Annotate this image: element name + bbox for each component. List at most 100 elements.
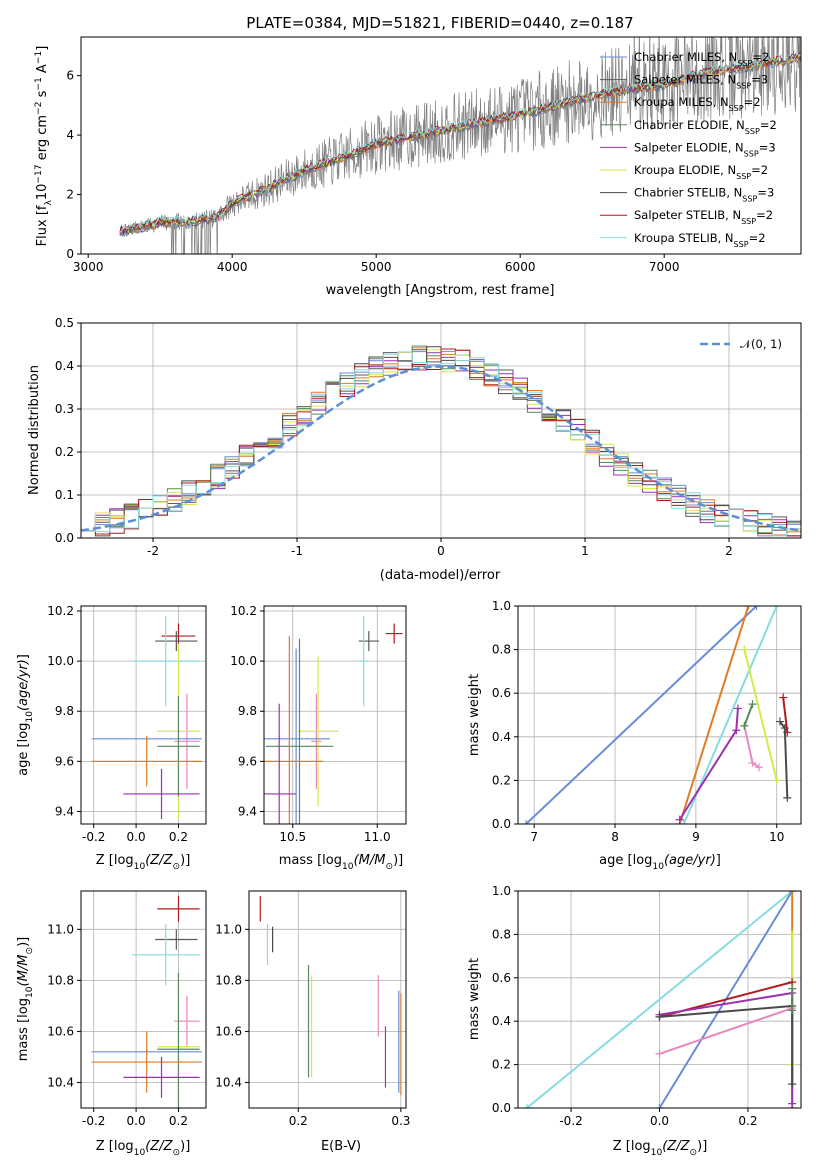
- label-part: ]: [16, 654, 31, 659]
- weight-marker: [655, 1104, 664, 1108]
- y-axis-label: mass weight: [467, 674, 482, 756]
- label-part: Z [: [96, 1139, 114, 1154]
- weight-marker: [675, 815, 684, 824]
- axis-frame: -0.2 0.0 0.29.49.69.810.010.2Z [log10(Z/Z⊙…: [16, 604, 207, 872]
- label-part: )]: [393, 853, 403, 868]
- label-part: 10: [134, 1148, 146, 1158]
- x-tick-label: 0.0: [127, 1114, 146, 1128]
- x-tick-label: 9: [692, 830, 700, 844]
- label-part: =2: [752, 50, 769, 64]
- label-part: 10: [25, 986, 35, 998]
- label-part: SSP: [737, 59, 752, 68]
- label-part: age [: [599, 853, 632, 868]
- x-tick-label: 0: [437, 544, 445, 558]
- label-part: 10: [342, 862, 354, 872]
- label-part: SSP: [745, 126, 760, 135]
- y-tick-label: 0.3: [55, 402, 74, 416]
- x-tick-label: 10.5: [279, 830, 306, 844]
- legend-label: Kroupa STELIB, NSSP=2: [634, 231, 766, 249]
- label-part: (Z/Z: [662, 1139, 690, 1154]
- label-part: s: [35, 90, 50, 101]
- y-tick-label: 10.6: [47, 1024, 74, 1038]
- plot-area: [119, 37, 801, 254]
- axis-spines: [263, 605, 407, 825]
- label-part: (age/yr): [16, 659, 31, 711]
- y-tick-label: 0.2: [492, 773, 511, 787]
- x-tick-label: -0.2: [82, 830, 105, 844]
- weight-line: [743, 649, 778, 781]
- label-part: log: [16, 723, 31, 743]
- label-part: A: [35, 64, 50, 77]
- x-tick-label: 8: [611, 830, 619, 844]
- weight-marker: [788, 1080, 797, 1089]
- plot-area: [522, 891, 797, 1108]
- y-tick-label: 1.0: [492, 884, 511, 898]
- y-tick-label: 0.6: [492, 971, 511, 985]
- axis-frame: 0.2 0.3 10.4 10.6 10.8 11.0 E(B-V): [215, 890, 410, 1154]
- legend-label: Salpeter ELODIE, NSSP=3: [634, 140, 776, 158]
- y-axis-label: mass [log10(M/M⊙)]: [16, 937, 35, 1061]
- legend-label: Salpeter MILES, NSSP=3: [634, 73, 768, 91]
- y-tick-label: 10.4: [215, 1075, 242, 1089]
- x-axis-label: mass [log10(M/M⊙)]: [279, 853, 403, 872]
- label-part: Z [: [96, 853, 114, 868]
- x-axis-label: Z [log10(Z/Z⊙)]: [96, 853, 191, 872]
- model-line: [119, 53, 801, 233]
- label-part: (age/yr): [664, 853, 716, 868]
- label-part: −1: [34, 51, 44, 64]
- axis-spines: [248, 890, 407, 1109]
- x-tick-label: 11.0: [364, 830, 391, 844]
- axes-z-weight: -0.2 0.0 0.2 0.0 0.2 0.4 0.6 0.8 1.0 Z [log10(Z/Z…: [467, 884, 802, 1158]
- weight-marker: [740, 721, 749, 730]
- weight-marker: [788, 1099, 797, 1108]
- weight-line: [743, 725, 760, 769]
- x-tick-label: 0.0: [650, 1114, 669, 1128]
- y-axis-label: age [log10(age/yr)]: [16, 654, 35, 776]
- label-part: 10: [134, 862, 146, 872]
- label-part: log: [322, 853, 342, 868]
- label-part: SSP: [744, 149, 759, 158]
- label-part: =2: [749, 231, 766, 245]
- label-part: 10: [652, 862, 664, 872]
- label-part: ]: [35, 46, 50, 51]
- weight-marker: [772, 606, 781, 610]
- y-tick-label: 10.8: [215, 973, 242, 987]
- x-tick-label: 6000: [505, 260, 536, 274]
- label-part: ⊙: [173, 862, 181, 872]
- x-tick-label: 7000: [649, 260, 680, 274]
- weight-marker: [748, 758, 757, 767]
- legend-label: Salpeter STELIB, NSSP=2: [634, 208, 773, 226]
- y-tick-label: 9.8: [238, 704, 257, 718]
- label-part: log: [114, 853, 134, 868]
- y-tick-label: 0.2: [492, 1058, 511, 1072]
- legend-label: Chabrier ELODIE, NSSP=2: [634, 118, 777, 136]
- y-axis-label: Flux [fλ10−17 erg cm−2 s−1 A−1]: [34, 46, 54, 247]
- gaussian-curve: [81, 365, 801, 532]
- axis-spines: [80, 36, 802, 255]
- label-part: mass [: [279, 853, 322, 868]
- weight-marker: [780, 724, 789, 733]
- label-part: Kroupa MILES, N: [634, 95, 729, 109]
- axis-spines: [80, 605, 207, 825]
- x-tick-label: 3000: [73, 260, 104, 274]
- y-tick-label: 0.4: [492, 1014, 511, 1028]
- axis-spines: [517, 605, 802, 825]
- weight-marker: [772, 776, 781, 785]
- model-line: [119, 52, 801, 234]
- y-tick-label: 0.0: [55, 531, 74, 545]
- label-part: log: [16, 998, 31, 1018]
- x-axis-label: E(B-V): [321, 1139, 361, 1154]
- label-part: ⊙: [173, 1148, 181, 1158]
- label-part: )]: [697, 1139, 707, 1154]
- chart-title: PLATE=0384, MJD=51821, FIBERID=0440, z=0…: [246, 14, 633, 32]
- label-part: mass [: [16, 1018, 31, 1061]
- x-axis-label: (data-model)/error: [380, 568, 501, 583]
- x-axis-label: Z [log10(Z/Z⊙)]: [96, 1139, 191, 1158]
- x-tick-label: 1: [581, 544, 589, 558]
- weight-marker: [779, 693, 788, 702]
- x-tick-label: 0.0: [127, 830, 146, 844]
- x-tick-label: 2: [725, 544, 733, 558]
- label-part: (M/M: [16, 955, 31, 987]
